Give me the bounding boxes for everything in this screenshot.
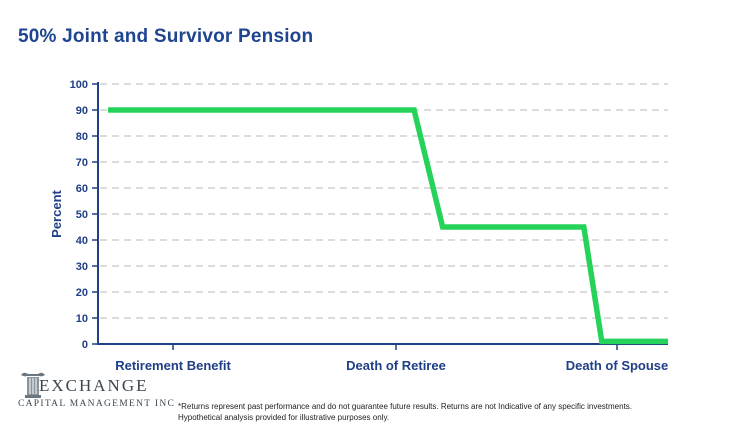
- y-tick-label: 60: [76, 183, 88, 195]
- y-tick-label: 90: [76, 105, 88, 117]
- y-axis-label: Percent: [49, 189, 64, 237]
- disclaimer-footnote: *Returns represent past performance and …: [178, 401, 738, 423]
- y-tick-label: 80: [76, 131, 88, 143]
- chart-title: 50% Joint and Survivor Pension: [18, 26, 314, 47]
- x-tick-label: Death of Retiree: [346, 358, 446, 373]
- y-axis-ticks: 0 10 20 30 40 50 60 70 80 90 100: [70, 79, 98, 351]
- gridlines: [100, 83, 668, 319]
- y-tick-label: 30: [76, 261, 88, 273]
- y-tick-label: 0: [82, 339, 88, 351]
- y-tick-label: 10: [76, 313, 88, 325]
- greek-column-icon: [21, 372, 45, 398]
- x-axis-ticks: Retirement Benefit Death of Retiree Death …: [115, 344, 668, 373]
- y-tick-label: 40: [76, 235, 88, 247]
- logo-wordmark: EXCHANGE: [39, 376, 149, 395]
- x-tick-label: Death of Spouse: [566, 358, 669, 373]
- x-tick-label: Retirement Benefit: [115, 358, 231, 373]
- y-tick-label: 20: [76, 287, 88, 299]
- series-line: [108, 107, 668, 345]
- y-tick-label: 100: [70, 79, 88, 91]
- y-tick-label: 50: [76, 209, 88, 221]
- series-group: [108, 107, 668, 345]
- footnote-line-1: *Returns represent past performance and …: [178, 402, 633, 411]
- company-logo: EXCHANGE CAPITAL MANAGEMENT INC: [18, 370, 174, 420]
- logo-subtitle: CAPITAL MANAGEMENT INC: [18, 399, 176, 409]
- y-tick-label: 70: [76, 157, 88, 169]
- footnote-line-2: Hypothetical analysis provided for illus…: [178, 413, 390, 422]
